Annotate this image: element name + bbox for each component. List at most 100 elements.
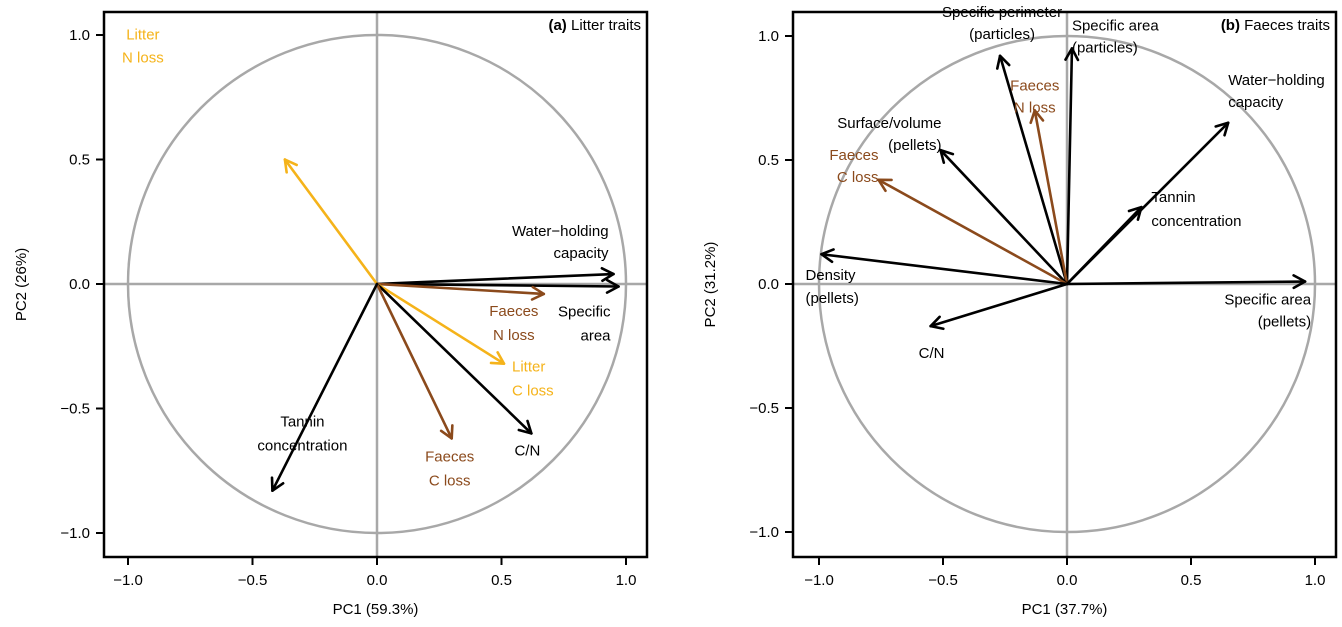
arrow-head — [530, 285, 546, 301]
vector-label: Tannin concentration — [1151, 189, 1241, 230]
arrow-head — [1127, 205, 1143, 221]
vector-line — [1065, 205, 1143, 286]
arrow-head — [939, 148, 955, 164]
vector-specific-area-pellets: Specific area (pellets) — [1065, 274, 1312, 331]
vector-label: C/N — [514, 442, 540, 459]
vector-label: Faeces C loss — [829, 147, 878, 186]
vector-water-holding-capacity: Water−holding capacity — [1065, 72, 1325, 286]
x-tick-label: 0.0 — [1057, 572, 1078, 589]
arrow-head — [820, 248, 835, 264]
vector-c-n: C/N — [919, 282, 1069, 362]
arrow-head — [1064, 47, 1080, 62]
vector-faeces-c-loss: Faeces C loss — [829, 147, 1069, 286]
x-tick-label: 1.0 — [1305, 572, 1326, 589]
x-tick-label: −0.5 — [238, 572, 268, 589]
vector-label: Litter C loss — [512, 359, 554, 400]
vector-label: Litter N loss — [122, 27, 164, 67]
vector-litter-c-loss: Litter C loss — [375, 282, 554, 400]
y-tick-label: 1.0 — [69, 27, 90, 44]
arrow-head — [517, 419, 533, 435]
x-tick-label: 0.5 — [491, 572, 512, 589]
vector-label: Faeces N loss — [489, 303, 538, 344]
y-axis-title: PC2 (31.2%) — [702, 242, 719, 328]
arrow-head — [877, 178, 893, 193]
arrow-head — [605, 278, 620, 294]
y-tick-label: 0.5 — [758, 152, 779, 169]
vector-faeces-c-loss: Faeces C loss — [375, 282, 474, 489]
x-tick-label: −0.5 — [928, 572, 958, 589]
vector-surface-volume-pellets: Surface/volume (pellets) — [837, 115, 1069, 286]
vector-label: C/N — [919, 345, 945, 362]
arrow-head — [929, 315, 945, 331]
vector-label: Specific area (pellets) — [1224, 292, 1311, 331]
y-tick-label: −0.5 — [60, 401, 90, 418]
y-tick-label: −0.5 — [749, 400, 779, 417]
arrow-head — [270, 476, 285, 492]
vector-tannin-concentration: Tannin concentration — [1065, 189, 1241, 286]
vector-line — [1065, 280, 1307, 286]
vector-tannin-concentration: Tannin concentration — [257, 282, 379, 492]
panel-title: (b) Faeces traits — [1221, 17, 1330, 34]
panel-letter: (a) — [548, 17, 566, 34]
arrow-head — [489, 351, 506, 365]
vector-line — [375, 282, 546, 296]
vector-label: Water−holding capacity — [1228, 72, 1325, 111]
vector-line — [1065, 47, 1074, 286]
vector-specific-perimeter-particles: Specific perimeter (particles) — [942, 4, 1069, 286]
vector-water-holding-capacity: Water−holding capacity — [375, 223, 615, 286]
panel-litter-traits: Litter N loss Water−holding capacity Specifi… — [13, 10, 649, 618]
panel-name: Faeces traits — [1240, 17, 1330, 34]
vector-label: Specific area (particles) — [1072, 17, 1159, 56]
y-tick-label: 0.0 — [758, 276, 779, 293]
vector-line — [271, 282, 379, 492]
panel-letter: (b) — [1221, 17, 1240, 34]
arrow-head — [1029, 109, 1045, 125]
vector-line — [939, 148, 1069, 286]
x-tick-label: 0.5 — [1181, 572, 1202, 589]
arrow-head — [439, 424, 454, 440]
arrow-head — [1214, 121, 1230, 137]
vector-line — [929, 282, 1069, 328]
vector-line — [998, 54, 1069, 286]
vector-specific-area-particles: Specific area (particles) — [1064, 17, 1159, 286]
vector-line — [375, 282, 533, 435]
vector-line — [1033, 109, 1069, 286]
vector-specific-area: Specific area — [375, 278, 620, 344]
vector-line — [877, 178, 1069, 286]
panel-title: (a) Litter traits — [548, 17, 641, 34]
arrow-head — [600, 266, 615, 283]
x-axis-title: PC1 (37.7%) — [1022, 601, 1108, 618]
panel-faeces-traits: Specific perimeter (particles) Specific ar… — [702, 4, 1338, 618]
vector-line — [375, 282, 620, 288]
vector-label: Specific area — [558, 303, 611, 344]
y-tick-label: 0.0 — [69, 276, 90, 293]
panel-name: Litter traits — [567, 17, 641, 34]
y-tick-label: −1.0 — [749, 524, 779, 541]
arrow-head — [1292, 274, 1307, 290]
vector-label: Surface/volume (pellets) — [837, 115, 941, 154]
x-tick-label: 0.0 — [367, 572, 388, 589]
vector-label: Density (pellets) — [805, 267, 858, 307]
y-tick-label: −1.0 — [60, 525, 90, 542]
y-axis-title: PC2 (26%) — [13, 248, 30, 321]
arrow-head — [995, 54, 1011, 70]
vector-c-n: C/N — [375, 282, 540, 459]
vector-line — [375, 282, 454, 440]
x-tick-label: −1.0 — [804, 572, 834, 589]
vector-litter-n-loss: Litter N loss — [122, 27, 379, 286]
y-tick-label: 0.5 — [69, 152, 90, 169]
arrow-head — [283, 158, 298, 174]
vector-faeces-n-loss: Faeces N loss — [375, 282, 546, 344]
vector-label: Faeces C loss — [425, 448, 474, 489]
vector-line — [283, 158, 379, 286]
vector-line — [375, 272, 615, 286]
vector-line — [820, 252, 1069, 286]
vector-line — [375, 282, 506, 365]
y-tick-label: 1.0 — [758, 28, 779, 45]
vector-label: Water−holding capacity — [512, 223, 609, 262]
vector-label: Tannin concentration — [257, 414, 347, 455]
vector-faeces-n-loss: Faeces N loss — [1010, 77, 1069, 286]
x-axis-title: PC1 (59.3%) — [333, 601, 419, 618]
vector-label: Faeces N loss — [1010, 77, 1059, 116]
